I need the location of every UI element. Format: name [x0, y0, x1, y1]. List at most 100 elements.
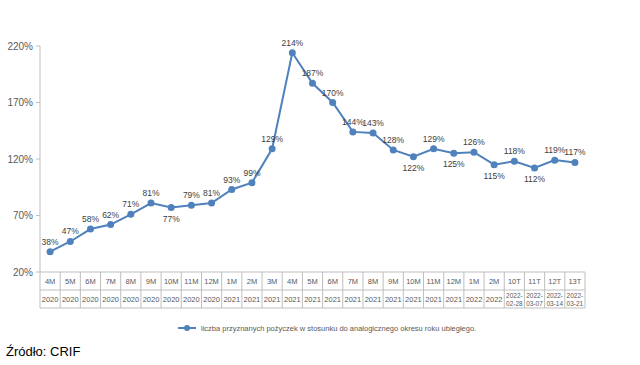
data-label: 128% [382, 135, 404, 145]
x-tick-label: 9M [388, 277, 398, 286]
x-separator [383, 272, 384, 308]
y-tick [36, 46, 40, 47]
x-period-label: 2021 [445, 295, 462, 304]
y-tick [36, 102, 40, 103]
data-label: 118% [504, 146, 526, 156]
point [127, 211, 134, 218]
point [228, 186, 235, 193]
x-period-label: 2022-02-28 [506, 292, 523, 307]
x-separator [585, 272, 586, 308]
data-label: 119% [544, 145, 566, 155]
point [87, 226, 94, 233]
point [349, 128, 356, 135]
x-period-label: 2021 [264, 295, 281, 304]
data-label: 81% [203, 188, 220, 198]
y-tick-label: 20% [13, 267, 33, 278]
x-separator [60, 272, 61, 308]
point [410, 153, 417, 160]
point [47, 248, 54, 255]
x-separator [504, 272, 505, 308]
y-axis [40, 46, 41, 272]
point [168, 204, 175, 211]
x-separator [80, 272, 81, 308]
x-period-label: 2022-03-07 [526, 292, 543, 307]
point [511, 158, 518, 165]
point [289, 49, 296, 56]
data-label: 112% [524, 174, 546, 184]
data-label: 115% [484, 171, 506, 181]
data-label: 170% [322, 88, 344, 98]
source: Źródło: CRIF [6, 344, 80, 359]
x-tick-label: 10M [164, 277, 179, 286]
x-period-label: 2022-03-14 [546, 292, 563, 307]
x-tick-label: 4M [287, 277, 297, 286]
x-axis-line [40, 272, 585, 273]
x-period-label: 2021 [425, 295, 442, 304]
x-axis-line [40, 308, 585, 309]
point [269, 145, 276, 152]
x-period-label: 2021 [345, 295, 362, 304]
x-period-label: 2022-03-21 [567, 292, 584, 307]
data-label: 129% [261, 134, 283, 144]
data-label: 122% [403, 163, 425, 173]
data-label: 58% [82, 214, 99, 224]
y-tick [36, 215, 40, 216]
x-tick-label: 4M [45, 277, 55, 286]
x-tick-label: 2M [247, 277, 257, 286]
x-tick-label: 12T [548, 277, 561, 286]
x-separator [564, 272, 565, 308]
x-tick-label: 13T [568, 277, 581, 286]
x-tick-label: 10T [508, 277, 521, 286]
point [491, 161, 498, 168]
x-period-label: 2021 [405, 295, 422, 304]
y-tick-label: 70% [13, 210, 33, 221]
x-separator [181, 272, 182, 308]
x-period-label: 2020 [203, 295, 220, 304]
x-period-label: 2021 [385, 295, 402, 304]
point [470, 149, 477, 156]
x-period-label: 2022 [486, 295, 503, 304]
data-label: 144% [342, 117, 364, 127]
point [248, 179, 255, 186]
point [531, 165, 538, 172]
x-tick-label: 7M [105, 277, 115, 286]
x-tick-label: 6M [327, 277, 337, 286]
chart: 20%70%120%170%220%4M20205M20206M20207M20… [0, 0, 640, 365]
point [430, 145, 437, 152]
x-period-label: 2020 [143, 295, 160, 304]
data-label: 214% [281, 38, 303, 48]
x-period-label: 2020 [122, 295, 139, 304]
x-separator [241, 272, 242, 308]
x-separator [282, 272, 283, 308]
x-tick-label: 11T [528, 277, 541, 286]
x-tick-label: 11M [184, 277, 198, 286]
x-period-label: 2020 [42, 295, 59, 304]
point [551, 157, 558, 164]
x-tick-label: 12M [204, 277, 219, 286]
x-separator [403, 272, 404, 308]
data-label: 38% [42, 237, 59, 247]
point [208, 200, 215, 207]
y-tick-label: 120% [7, 154, 33, 165]
x-tick-label: 9M [146, 277, 156, 286]
x-separator [443, 272, 444, 308]
data-label: 99% [243, 168, 260, 178]
x-period-label: 2020 [102, 295, 119, 304]
x-separator [262, 272, 263, 308]
x-separator [342, 272, 343, 308]
point [148, 200, 155, 207]
x-period-label: 2021 [324, 295, 341, 304]
point [450, 150, 457, 157]
point [309, 80, 316, 87]
legend-marker [184, 325, 190, 331]
data-label: 187% [302, 68, 324, 78]
x-period-label: 2022 [466, 295, 483, 304]
x-separator [302, 272, 303, 308]
data-label: 81% [143, 188, 160, 198]
x-separator [140, 272, 141, 308]
x-tick-label: 8M [126, 277, 136, 286]
x-axis-line [40, 290, 585, 291]
x-separator [423, 272, 424, 308]
x-period-label: 2020 [82, 295, 99, 304]
x-period-label: 2021 [223, 295, 240, 304]
